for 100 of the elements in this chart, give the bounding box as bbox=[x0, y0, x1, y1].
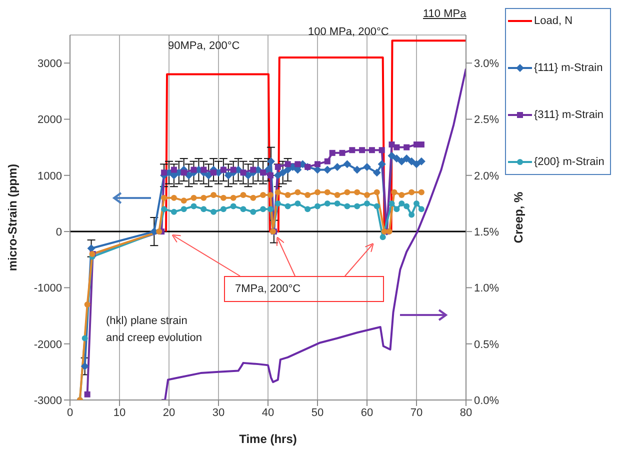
point bbox=[398, 157, 406, 166]
point bbox=[200, 206, 207, 212]
point bbox=[274, 171, 282, 180]
point bbox=[353, 166, 362, 174]
point bbox=[368, 147, 375, 154]
point bbox=[392, 154, 401, 163]
y2-tick-label: 0.5% bbox=[474, 338, 500, 351]
point bbox=[378, 147, 385, 154]
point bbox=[224, 171, 232, 180]
point bbox=[240, 192, 246, 198]
point bbox=[266, 157, 275, 166]
point bbox=[364, 192, 370, 198]
point bbox=[339, 150, 346, 156]
point bbox=[274, 200, 281, 206]
point bbox=[220, 206, 226, 212]
y2-tick-label: 2.5% bbox=[474, 114, 500, 126]
point bbox=[284, 203, 291, 210]
point bbox=[333, 162, 342, 171]
point bbox=[394, 206, 400, 212]
x-tick-label: 10 bbox=[113, 406, 126, 419]
point bbox=[294, 161, 301, 168]
x-tick-label: 50 bbox=[311, 406, 324, 419]
point bbox=[404, 144, 410, 150]
point bbox=[394, 144, 400, 150]
point bbox=[204, 171, 213, 180]
point bbox=[170, 208, 177, 215]
point bbox=[250, 166, 256, 173]
point bbox=[294, 189, 301, 196]
point bbox=[180, 170, 187, 176]
annotation: 90MPa, 200°C bbox=[168, 40, 240, 52]
point bbox=[274, 189, 281, 196]
legend-label: Load, N bbox=[534, 15, 573, 27]
point bbox=[314, 203, 320, 210]
point bbox=[324, 189, 330, 196]
point bbox=[329, 150, 336, 156]
point bbox=[170, 194, 177, 201]
point bbox=[250, 208, 256, 215]
point bbox=[323, 166, 332, 174]
point bbox=[161, 206, 168, 212]
point bbox=[200, 166, 207, 173]
y-tick-label: 2000 bbox=[38, 114, 62, 126]
point bbox=[378, 160, 386, 168]
point bbox=[267, 206, 274, 212]
point bbox=[284, 161, 291, 168]
point bbox=[381, 228, 388, 235]
y-axis-title: micro-Strain (ppm) bbox=[5, 164, 20, 272]
point bbox=[230, 194, 236, 201]
point bbox=[388, 152, 396, 160]
legend-label: {311} m-Strain bbox=[534, 109, 604, 121]
line-series bbox=[160, 68, 466, 400]
point bbox=[374, 203, 380, 210]
point bbox=[408, 157, 416, 166]
point bbox=[408, 212, 415, 218]
point bbox=[220, 194, 226, 201]
point bbox=[260, 206, 266, 212]
point bbox=[190, 203, 197, 210]
annotation: (hkl) plane strain and creep evolution bbox=[106, 314, 204, 346]
point bbox=[391, 189, 398, 196]
point bbox=[314, 161, 320, 168]
point bbox=[180, 198, 187, 204]
point bbox=[210, 208, 217, 215]
point bbox=[343, 160, 352, 168]
y-tick-label: 3000 bbox=[38, 58, 62, 70]
point bbox=[334, 200, 340, 206]
point bbox=[372, 168, 381, 177]
point bbox=[324, 158, 330, 164]
point bbox=[417, 157, 426, 166]
y2-tick-label: 1.0% bbox=[474, 282, 500, 295]
point bbox=[374, 189, 380, 196]
point bbox=[402, 154, 411, 163]
point bbox=[250, 194, 256, 201]
point bbox=[161, 170, 168, 176]
point bbox=[82, 335, 88, 342]
point bbox=[398, 200, 405, 206]
point bbox=[184, 171, 193, 180]
point bbox=[344, 189, 350, 196]
point bbox=[398, 192, 405, 198]
point bbox=[161, 194, 168, 201]
annotation: 100 MPa, 200°C bbox=[308, 26, 389, 38]
point bbox=[418, 189, 424, 196]
y2-tick-label: 3.0% bbox=[474, 58, 500, 70]
point bbox=[84, 391, 90, 398]
point bbox=[304, 192, 311, 198]
y-tick-label: -1000 bbox=[34, 282, 62, 295]
point bbox=[294, 200, 301, 206]
point bbox=[359, 147, 366, 154]
point bbox=[260, 192, 266, 198]
annotation: 7MPa, 200°C bbox=[224, 276, 384, 302]
x-tick-label: 80 bbox=[460, 406, 472, 419]
y-tick-label: 0 bbox=[56, 226, 62, 238]
point bbox=[408, 189, 415, 196]
point bbox=[388, 200, 395, 206]
point bbox=[210, 192, 217, 198]
point bbox=[364, 200, 370, 206]
point bbox=[354, 189, 360, 196]
point bbox=[380, 234, 386, 240]
point bbox=[344, 203, 350, 210]
point bbox=[267, 172, 274, 178]
y-tick-label: -3000 bbox=[34, 394, 62, 407]
x-tick-label: 30 bbox=[212, 406, 225, 419]
